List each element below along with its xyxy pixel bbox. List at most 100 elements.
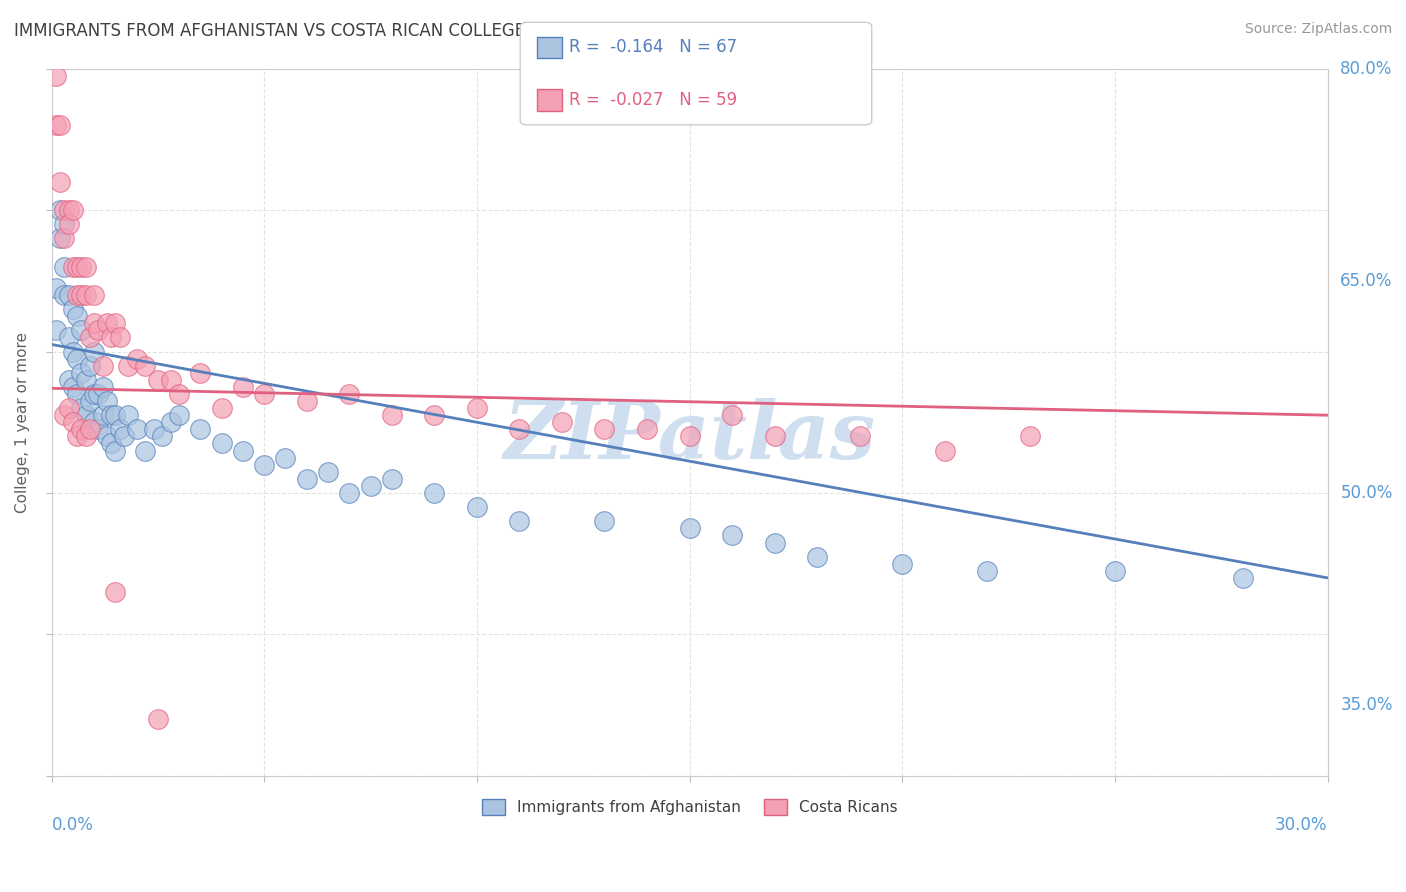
Point	[159, 373, 181, 387]
Point	[66, 351, 89, 366]
Point	[70, 401, 93, 416]
Point	[232, 443, 254, 458]
Point	[134, 359, 156, 373]
Point	[53, 231, 76, 245]
Point	[108, 422, 131, 436]
Point	[58, 401, 80, 416]
Point	[66, 387, 89, 401]
Point	[58, 373, 80, 387]
Point	[316, 465, 339, 479]
Point	[678, 521, 700, 535]
Point	[70, 366, 93, 380]
Point	[167, 387, 190, 401]
Point	[53, 260, 76, 274]
Text: Source: ZipAtlas.com: Source: ZipAtlas.com	[1244, 22, 1392, 37]
Point	[253, 387, 276, 401]
Text: 0.0%: 0.0%	[52, 815, 93, 833]
Point	[125, 422, 148, 436]
Text: 35.0%: 35.0%	[1340, 696, 1393, 714]
Point	[848, 429, 870, 443]
Point	[53, 217, 76, 231]
Point	[62, 302, 84, 317]
Point	[45, 69, 67, 83]
Point	[508, 422, 530, 436]
Point	[83, 415, 105, 429]
Point	[150, 429, 173, 443]
Point	[337, 387, 360, 401]
Point	[146, 712, 169, 726]
Point	[79, 422, 101, 436]
Point	[1232, 571, 1254, 585]
Point	[112, 429, 135, 443]
Text: ZIPatlas: ZIPatlas	[503, 398, 876, 475]
Point	[91, 408, 114, 422]
Point	[636, 422, 658, 436]
Point	[96, 394, 118, 409]
Point	[721, 408, 744, 422]
Point	[100, 408, 122, 422]
Point	[87, 323, 110, 337]
Point	[83, 387, 105, 401]
Text: R =  -0.164   N = 67: R = -0.164 N = 67	[569, 38, 738, 56]
Point	[125, 351, 148, 366]
Point	[58, 330, 80, 344]
Point	[806, 549, 828, 564]
Point	[295, 472, 318, 486]
Point	[976, 564, 998, 578]
Point	[70, 260, 93, 274]
Point	[117, 359, 139, 373]
Point	[66, 288, 89, 302]
Point	[79, 359, 101, 373]
Point	[70, 288, 93, 302]
Point	[146, 373, 169, 387]
Point	[381, 408, 404, 422]
Point	[87, 387, 110, 401]
Y-axis label: College, 1 year or more: College, 1 year or more	[15, 332, 30, 513]
Point	[167, 408, 190, 422]
Point	[593, 514, 616, 528]
Point	[49, 231, 72, 245]
Point	[423, 486, 446, 500]
Point	[190, 422, 212, 436]
Point	[75, 408, 97, 422]
Point	[1018, 429, 1040, 443]
Point	[100, 436, 122, 450]
Point	[232, 380, 254, 394]
Point	[66, 309, 89, 323]
Point	[134, 443, 156, 458]
Legend: Immigrants from Afghanistan, Costa Ricans: Immigrants from Afghanistan, Costa Rican…	[475, 793, 904, 822]
Text: R =  -0.027   N = 59: R = -0.027 N = 59	[569, 91, 738, 109]
Point	[75, 429, 97, 443]
Point	[360, 479, 382, 493]
Point	[79, 330, 101, 344]
Point	[465, 500, 488, 515]
Point	[142, 422, 165, 436]
Point	[70, 422, 93, 436]
Point	[83, 344, 105, 359]
Text: 65.0%: 65.0%	[1340, 272, 1393, 290]
Point	[62, 380, 84, 394]
Point	[295, 394, 318, 409]
Point	[104, 316, 127, 330]
Point	[104, 408, 127, 422]
Point	[53, 288, 76, 302]
Point	[190, 366, 212, 380]
Point	[593, 422, 616, 436]
Point	[83, 288, 105, 302]
Point	[83, 316, 105, 330]
Point	[62, 260, 84, 274]
Point	[75, 260, 97, 274]
Point	[763, 535, 786, 549]
Point	[49, 118, 72, 132]
Point	[62, 203, 84, 218]
Point	[104, 443, 127, 458]
Point	[91, 380, 114, 394]
Point	[100, 330, 122, 344]
Text: IMMIGRANTS FROM AFGHANISTAN VS COSTA RICAN COLLEGE, 1 YEAR OR MORE CORRELATION C: IMMIGRANTS FROM AFGHANISTAN VS COSTA RIC…	[14, 22, 865, 40]
Point	[70, 323, 93, 337]
Point	[381, 472, 404, 486]
Text: 80.0%: 80.0%	[1340, 60, 1393, 78]
Point	[211, 401, 233, 416]
Point	[49, 175, 72, 189]
Point	[75, 373, 97, 387]
